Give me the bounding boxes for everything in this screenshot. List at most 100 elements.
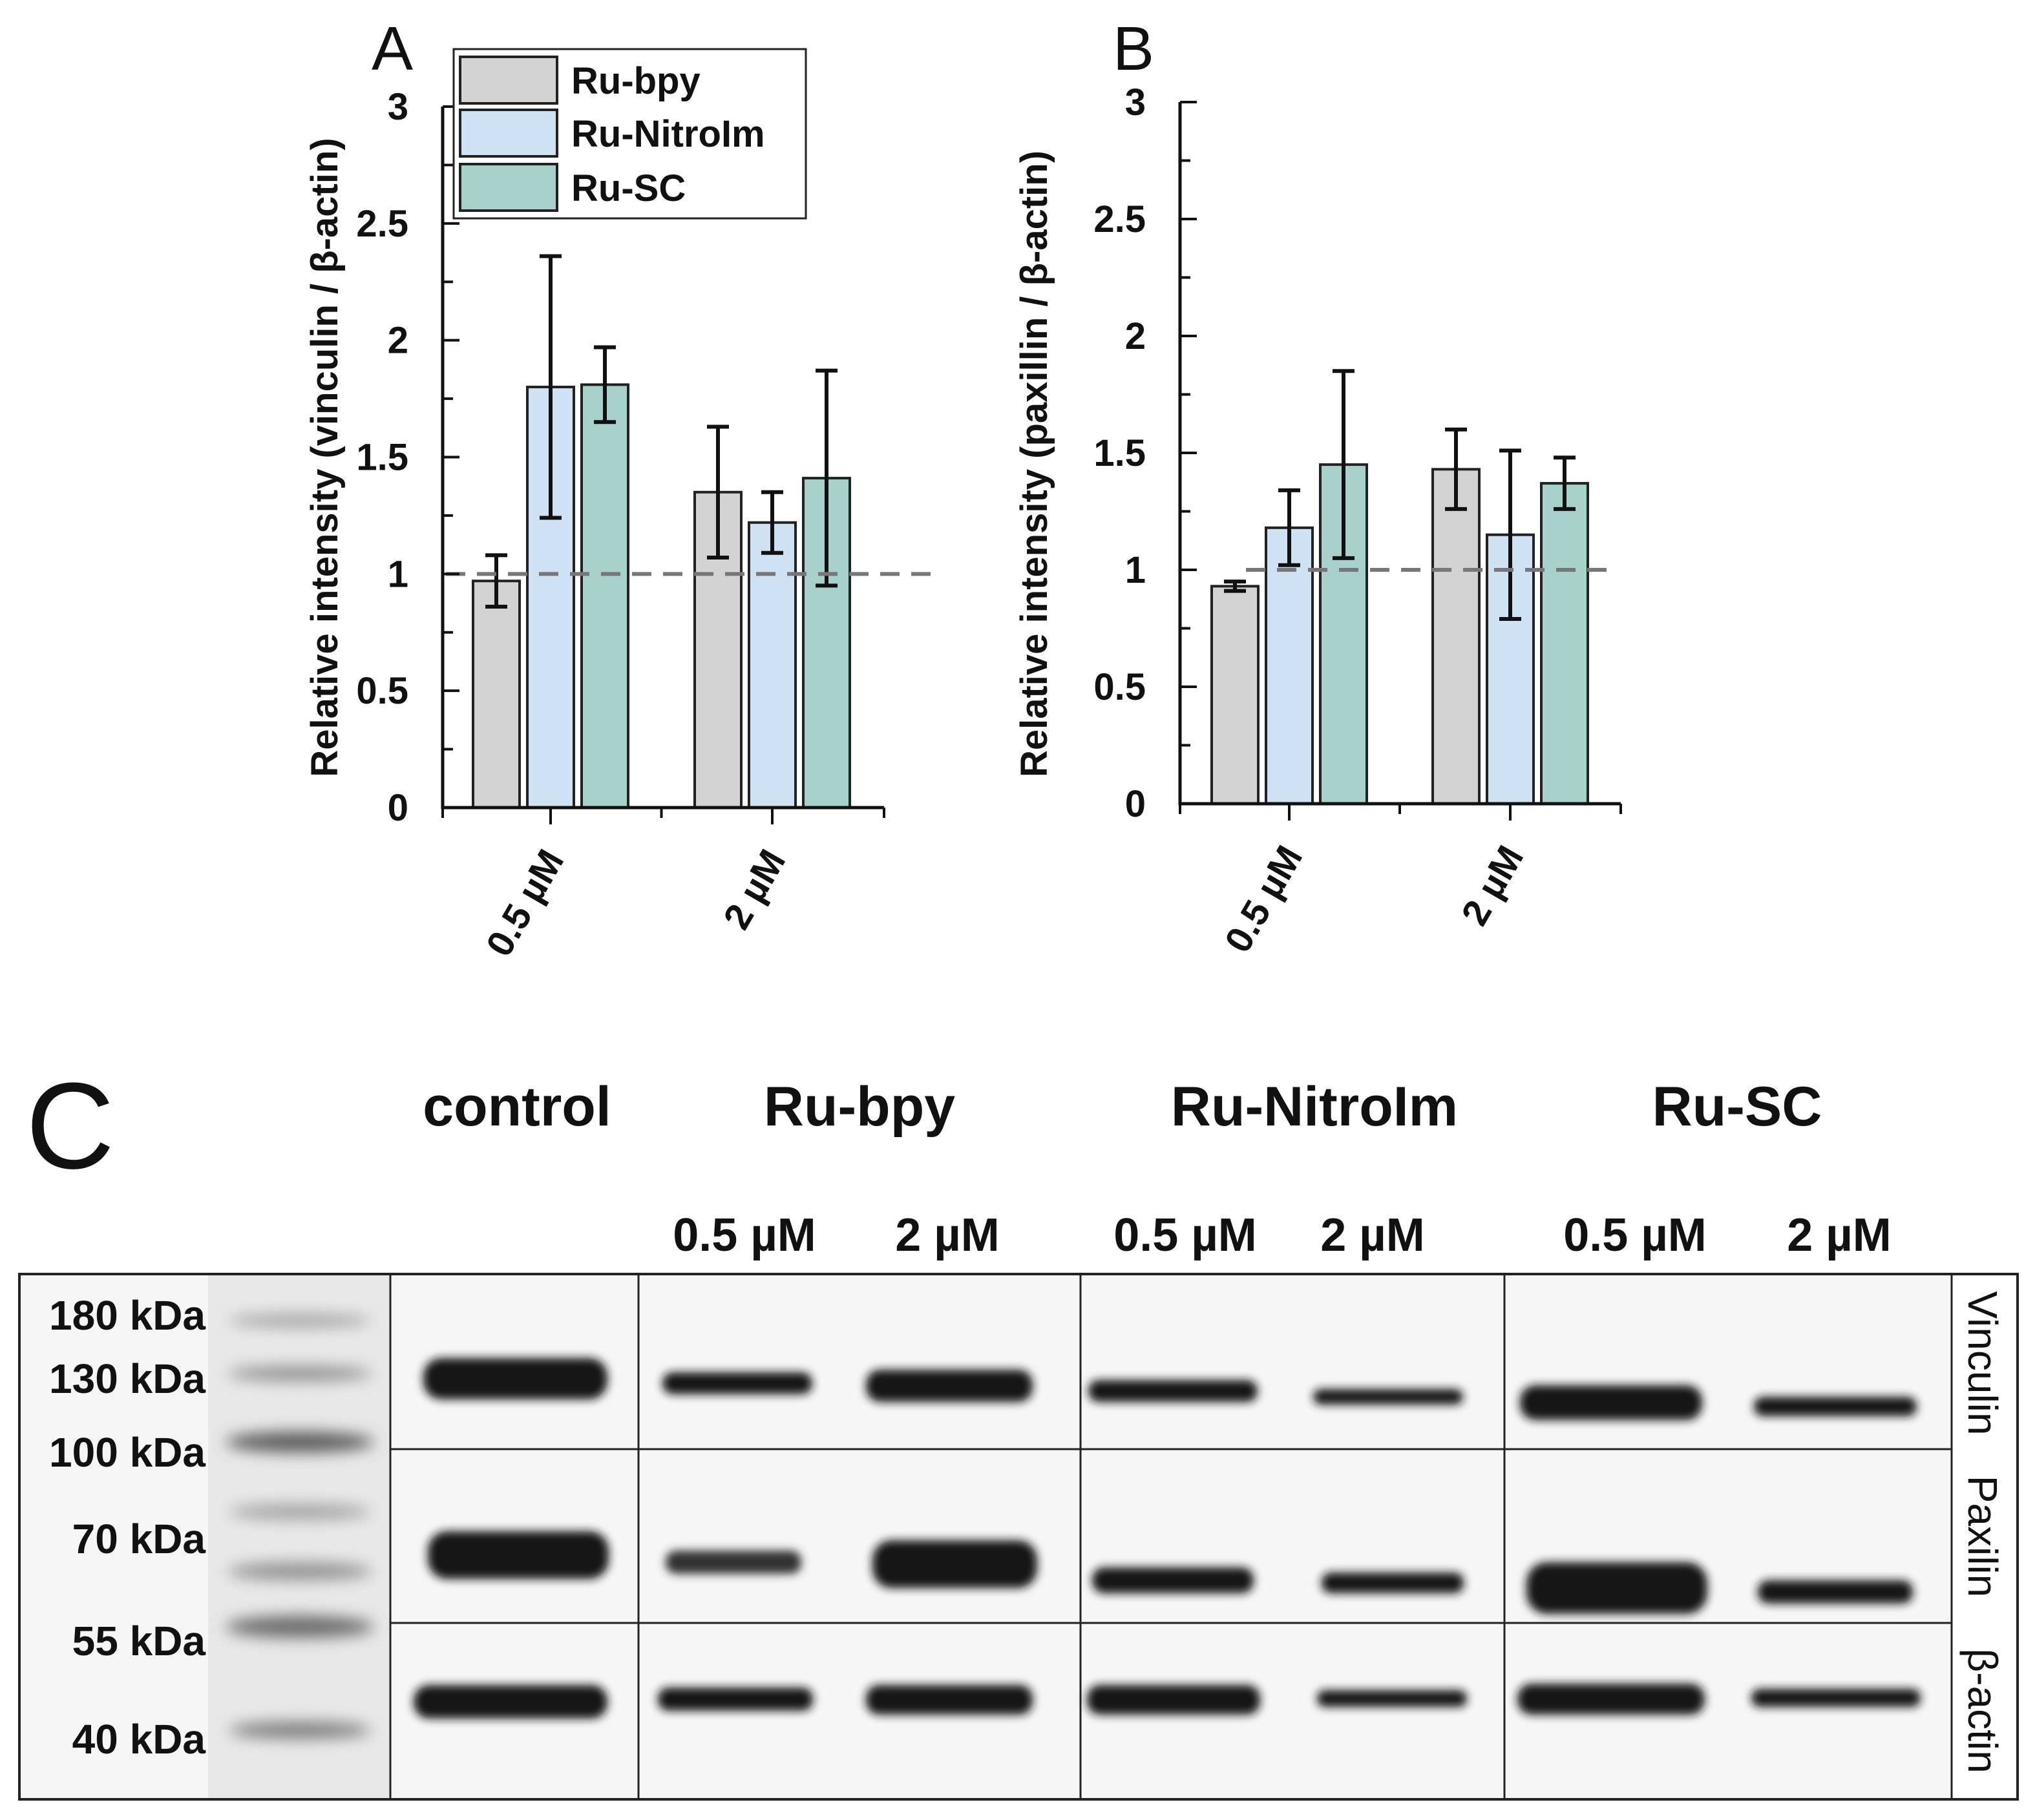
error-bar-ru-nitroim-2-m — [1499, 448, 1521, 622]
panel-b-label: B — [1113, 14, 1154, 83]
x-category-label: 2 µM — [715, 842, 794, 936]
bar-ru-bpy-2-m — [1431, 468, 1481, 805]
panel-b-error-bars — [1224, 369, 1576, 622]
y-tick-label: 0 — [1125, 783, 1146, 825]
lane-conc-ru-bpy-2: 2 µM — [895, 1209, 1000, 1261]
panel-b-y-axis-label: Relative intensity (paxillin / β-actin) — [1013, 151, 1055, 777]
band-vinculin-ru-sc-0-5 — [1520, 1385, 1702, 1420]
panel-a-bars — [472, 383, 851, 810]
band-paxilin-ru-nitroim-2 — [1322, 1573, 1464, 1593]
bar-ru-bpy-0-5-m — [1210, 585, 1260, 806]
marker-70: 70 kDa — [72, 1516, 206, 1562]
band-vinculin-ru-bpy-2 — [866, 1370, 1033, 1402]
band-paxilin-ru-nitroim-0-5 — [1092, 1567, 1254, 1593]
lane-conc-ru-sc-2: 2 µM — [1787, 1209, 1892, 1261]
panel-b-y-ticks: 0 0.5 1 1.5 2 2.5 3 — [1093, 81, 1197, 825]
y-tick-label: 1 — [1125, 549, 1146, 591]
ladder-band — [226, 1616, 374, 1638]
marker-130: 130 kDa — [49, 1355, 206, 1402]
panel-a-y-axis-label: Relative intensity (vinculin / β-actin) — [304, 138, 346, 777]
legend: Ru-bpy Ru-NitroIm Ru-SC — [452, 48, 807, 220]
y-tick-label: 3 — [388, 86, 408, 128]
chart-panel-b: B 0 0.5 1 1.5 2 2.5 3 0.5 µM 2 µM Relative inte… — [1013, 14, 1622, 959]
protein-label-beta-actin: β-actin — [1959, 1648, 2006, 1773]
legend-swatch-ru-sc — [459, 163, 558, 212]
legend-swatch-ru-bpy — [459, 56, 558, 105]
legend-label-ru-nitroim: Ru-NitroIm — [571, 113, 765, 155]
error-bar-ru-bpy-0-5-m — [1224, 580, 1246, 593]
lane-conc-ru-sc-0-5: 0.5 µM — [1563, 1209, 1707, 1261]
error-bar-ru-bpy-0-5-m — [485, 553, 507, 609]
error-bar-ru-sc-2-m — [1554, 455, 1576, 511]
group-label-control: control — [423, 1076, 611, 1138]
band-actin-control — [414, 1685, 607, 1719]
marker-40: 40 kDa — [72, 1716, 206, 1762]
marker-55: 55 kDa — [72, 1618, 206, 1664]
panel-a-x-ticks: 0.5 µM 2 µM — [441, 808, 885, 963]
legend-swatch-ru-nitroim — [459, 109, 558, 158]
ladder-band — [229, 1315, 371, 1326]
y-tick-label: 0.5 — [1093, 666, 1146, 708]
beta-actin-bands — [414, 1684, 1921, 1719]
ladder-band — [226, 1432, 374, 1452]
error-bar-ru-nitroim-0-5-m — [540, 254, 562, 520]
bar-ru-sc-2-m — [1540, 482, 1589, 805]
band-paxilin-control — [428, 1531, 609, 1579]
band-actin-ru-nitroim-2 — [1317, 1690, 1467, 1707]
y-tick-label: 3 — [1125, 81, 1146, 123]
bar-ru-sc-0-5-m — [580, 383, 629, 809]
band-vinculin-ru-sc-2 — [1754, 1397, 1917, 1416]
ladder-band — [229, 1722, 371, 1739]
marker-100: 100 kDa — [49, 1429, 206, 1476]
y-tick-label: 1 — [388, 553, 408, 595]
bar-ru-bpy-0-5-m — [472, 580, 521, 810]
group-label-ru-nitroim: Ru-NitroIm — [1171, 1076, 1458, 1138]
blot-ladder-lane — [208, 1275, 390, 1798]
band-actin-ru-bpy-2 — [866, 1685, 1033, 1715]
band-vinculin-ru-bpy-0-5 — [662, 1372, 812, 1394]
band-paxilin-ru-sc-0-5 — [1526, 1562, 1707, 1614]
ladder-band — [227, 1563, 372, 1580]
chart-panel-a: A 0 0.5 1 1.5 2 2.5 3 0.5 µM 2 µM Relative inte… — [304, 14, 934, 963]
legend-label-ru-sc: Ru-SC — [571, 167, 686, 209]
y-tick-label: 1.5 — [1093, 432, 1146, 474]
bar-ru-nitroim-2-m — [748, 521, 797, 809]
lane-conc-ru-nitroim-0-5: 0.5 µM — [1113, 1209, 1257, 1261]
band-vinculin-ru-nitroim-0-5 — [1088, 1380, 1258, 1402]
blot-grid — [389, 1275, 1953, 1798]
panel-b-x-ticks: 0.5 µM 2 µM — [1179, 804, 1622, 959]
y-tick-label: 2 — [1125, 315, 1146, 357]
panel-a-error-bars — [485, 254, 838, 609]
x-category-label: 0.5 µM — [478, 842, 573, 963]
error-bar-ru-nitroim-2-m — [761, 490, 783, 555]
band-actin-ru-sc-2 — [1751, 1689, 1921, 1707]
error-bar-ru-bpy-2-m — [707, 424, 729, 560]
blot-panel-c: C control Ru-bpy Ru-NitroIm Ru-SC 0.5 µM… — [18, 1058, 2019, 1801]
error-bar-ru-nitroim-0-5-m — [1278, 488, 1300, 567]
panel-a-label: A — [372, 14, 413, 83]
protein-label-paxilin: Paxilin — [1959, 1476, 2006, 1598]
y-tick-label: 2 — [388, 320, 408, 362]
band-paxilin-ru-bpy-2 — [872, 1540, 1037, 1588]
panel-c-label: C — [26, 1058, 114, 1195]
blot-right-margin — [1952, 1275, 2016, 1798]
group-label-ru-bpy: Ru-bpy — [764, 1076, 955, 1138]
group-label-ru-sc: Ru-SC — [1652, 1076, 1822, 1138]
band-actin-ru-nitroim-0-5 — [1087, 1685, 1260, 1715]
lane-conc-ru-bpy-0-5: 0.5 µM — [673, 1209, 816, 1261]
x-category-label: 2 µM — [1453, 839, 1532, 932]
error-bar-ru-bpy-2-m — [1445, 427, 1467, 511]
error-bar-ru-sc-0-5-m — [1333, 369, 1355, 560]
band-paxilin-ru-bpy-0-5 — [666, 1551, 801, 1574]
panel-b-bars — [1210, 463, 1589, 806]
protein-label-vinculin: Vinculin — [1959, 1292, 2006, 1436]
band-vinculin-ru-nitroim-2 — [1313, 1389, 1463, 1405]
y-tick-label: 0.5 — [356, 670, 408, 712]
x-category-label: 0.5 µM — [1217, 839, 1311, 959]
panel-a-y-ticks: 0 0.5 1 1.5 2 2.5 3 — [356, 86, 459, 829]
ladder-band — [227, 1366, 372, 1381]
ladder-band — [229, 1504, 371, 1520]
y-tick-label: 0 — [388, 787, 408, 829]
y-tick-label: 2.5 — [356, 203, 408, 245]
ladder-bands — [226, 1315, 374, 1739]
